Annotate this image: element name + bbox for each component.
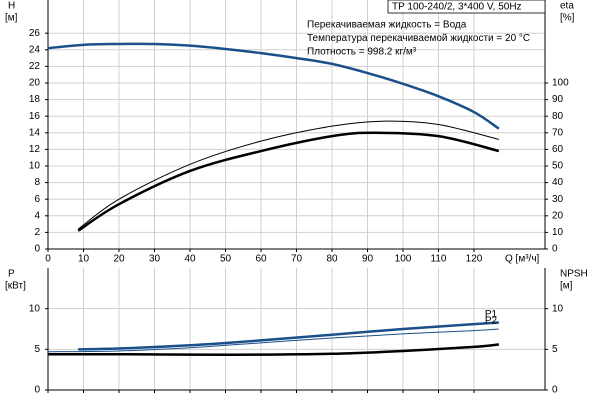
y-tick-label: 24	[29, 44, 41, 55]
series-label: P2	[485, 316, 498, 327]
y-axis-unit: [кВт]	[5, 281, 26, 292]
y-axis-unit: [м]	[5, 13, 18, 24]
y2-tick-label: 0	[552, 244, 558, 255]
title-box	[387, 0, 546, 14]
y2-tick-label: 70	[552, 127, 564, 138]
y-tick-label: 20	[29, 78, 41, 89]
y-axis-label: H	[8, 1, 15, 12]
y-tick-label: 10	[29, 303, 41, 314]
y2-axis-unit: [м]	[560, 281, 573, 292]
annotation: Плотность = 998.2 кг/м³	[307, 47, 417, 58]
curve	[47, 328, 499, 353]
x-tick-label: 80	[326, 254, 338, 265]
x-tick-label: 40	[184, 254, 196, 265]
y2-tick-label: 20	[552, 210, 564, 221]
y-axis-label: P	[8, 269, 15, 280]
y2-axis-unit: [%]	[560, 13, 575, 24]
y-tick-label: 10	[29, 161, 41, 172]
x-tick-label: 120	[466, 254, 483, 265]
y-tick-label: 12	[29, 144, 41, 155]
curve	[48, 343, 499, 356]
y-tick-label: 0	[34, 244, 40, 255]
y2-axis-label: eta	[560, 1, 574, 12]
y2-tick-label: 30	[552, 194, 564, 205]
y-tick-label: 8	[34, 177, 40, 188]
x-tick-label: 0	[45, 254, 51, 265]
y2-tick-label: 90	[552, 94, 564, 105]
x-tick-label: 60	[255, 254, 267, 265]
x-tick-label: 90	[362, 254, 374, 265]
curve	[47, 42, 500, 130]
x-tick-label: 20	[113, 254, 125, 265]
y2-tick-label: 10	[552, 227, 564, 238]
y-tick-label: 18	[29, 94, 41, 105]
series-label: P1	[485, 309, 498, 320]
y2-tick-label: 40	[552, 177, 564, 188]
x-axis-label: Q [м³/ч]	[505, 254, 540, 265]
x-tick-label: 100	[395, 254, 412, 265]
y-tick-label: 26	[29, 28, 41, 39]
annotation: Температура перекачиваемой жидкости = 20…	[307, 33, 530, 44]
x-tick-label: 30	[149, 254, 161, 265]
y2-tick-label: 5	[552, 344, 558, 355]
y-tick-label: 5	[34, 344, 40, 355]
y2-axis-label: NPSH	[560, 269, 588, 280]
chart-title: TP 100-240/2, 3*400 V, 50Hz	[392, 2, 522, 13]
annotation: Перекачиваемая жидкость = Вода	[307, 20, 467, 31]
y2-tick-label: 50	[552, 161, 564, 172]
y-tick-label: 6	[34, 194, 40, 205]
x-tick-label: 110	[431, 254, 447, 265]
y2-tick-label: 10	[552, 303, 564, 314]
x-tick-label: 50	[220, 254, 232, 265]
curve	[78, 321, 499, 351]
y2-tick-label: 80	[552, 111, 564, 122]
curve	[77, 120, 499, 230]
y2-tick-label: 60	[552, 144, 564, 155]
x-tick-label: 70	[291, 254, 303, 265]
y-tick-label: 22	[29, 61, 41, 72]
y-tick-label: 2	[34, 227, 40, 238]
y2-tick-label: 100	[552, 78, 569, 89]
curve	[77, 131, 500, 232]
y-tick-label: 0	[34, 385, 40, 396]
x-tick-label: 10	[78, 254, 90, 265]
y-tick-label: 14	[29, 127, 41, 138]
y-tick-label: 4	[34, 210, 40, 221]
y2-tick-label: 0	[552, 385, 558, 396]
y-tick-label: 16	[29, 111, 41, 122]
